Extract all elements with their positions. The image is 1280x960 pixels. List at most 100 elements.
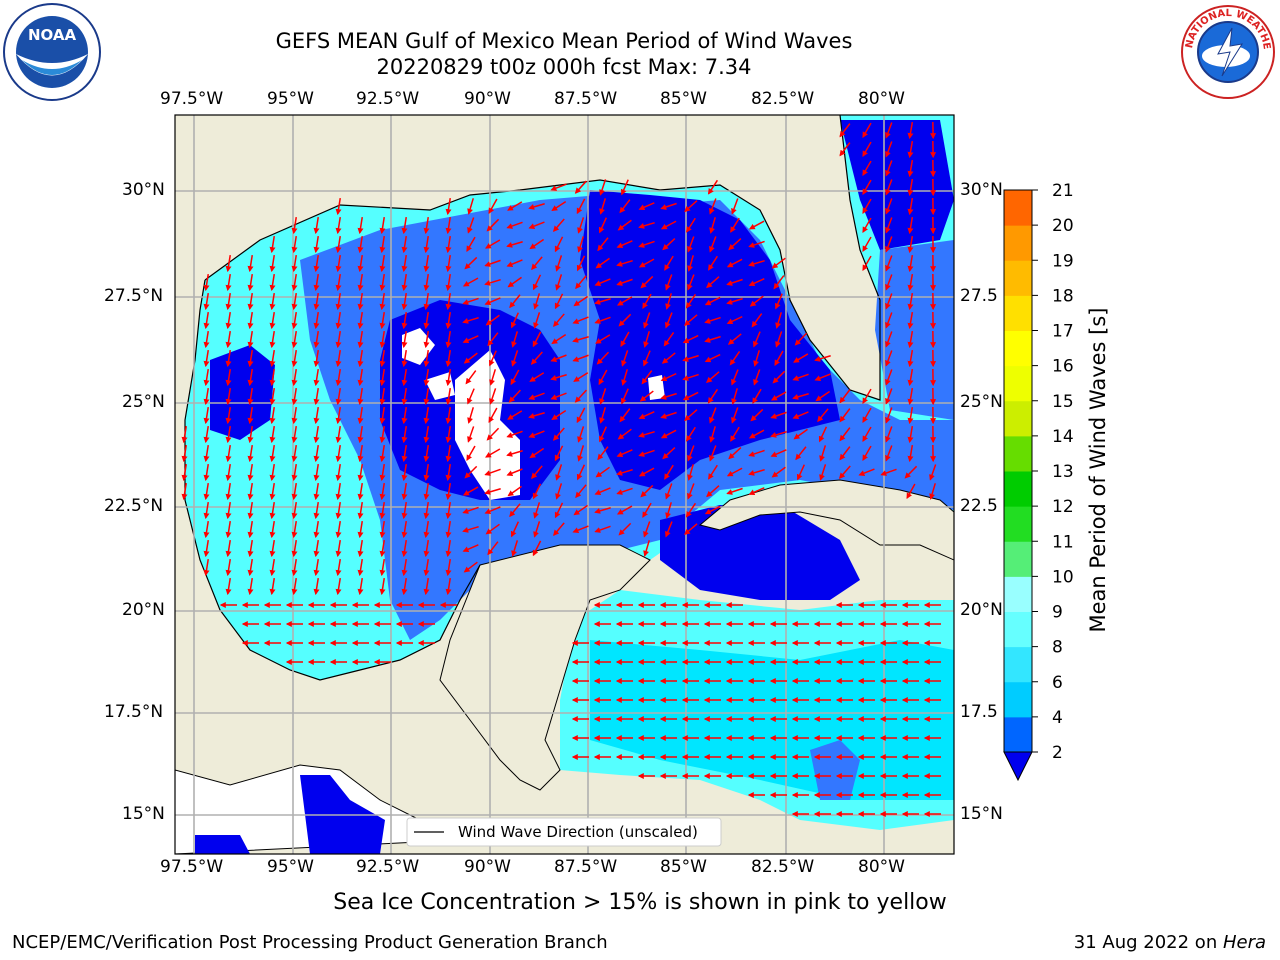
wind-arrow <box>643 540 650 557</box>
wind-arrow <box>487 332 499 347</box>
wind-arrow <box>704 335 721 343</box>
wind-arrow <box>638 221 655 229</box>
wind-arrow <box>247 482 254 501</box>
wind-arrow <box>379 311 386 330</box>
wind-arrow <box>662 237 676 251</box>
wind-arrow <box>269 387 276 406</box>
wind-arrow <box>506 430 523 438</box>
wind-arrow <box>770 449 787 458</box>
colorbar-tick-label: 11 <box>1052 532 1074 552</box>
lon-tick-bottom: 80°W <box>858 857 905 877</box>
wind-arrow <box>506 450 523 457</box>
wind-arrow <box>599 388 607 405</box>
wind-arrow <box>708 464 718 480</box>
wind-arrow <box>665 483 673 500</box>
wind-wave-arrows <box>181 121 941 817</box>
wind-arrow <box>685 293 697 309</box>
wind-arrow <box>488 407 498 424</box>
wind-arrow <box>907 349 914 368</box>
wind-arrow <box>507 276 522 288</box>
wind-arrow <box>247 463 254 482</box>
wind-arrow <box>929 464 937 481</box>
wind-arrow <box>357 216 364 235</box>
wind-arrow <box>291 387 298 406</box>
wind-arrow <box>577 445 585 462</box>
lon-tick-bottom: 87.5°W <box>554 857 618 877</box>
wind-arrow <box>401 330 408 349</box>
wind-arrow <box>269 577 276 596</box>
wind-arrow <box>885 407 893 424</box>
lat-tick-right: 15°N <box>960 804 1003 824</box>
wind-arrow <box>752 331 761 348</box>
wind-arrow <box>665 293 672 310</box>
colorbar-tick-label: 14 <box>1052 427 1074 447</box>
wind-arrow <box>885 141 893 158</box>
wind-arrow <box>225 501 232 520</box>
colorbar-segment <box>1004 260 1032 296</box>
wind-arrow <box>357 292 364 311</box>
wind-arrow <box>511 331 519 348</box>
wind-arrow <box>885 160 893 177</box>
wind-arrow <box>203 387 210 406</box>
wind-arrow <box>594 525 611 533</box>
wind-arrow <box>684 200 698 213</box>
wind-arrow <box>687 255 694 272</box>
wind-arrow <box>839 142 851 157</box>
lon-tick-top: 92.5°W <box>356 89 420 109</box>
wind-arrow <box>247 539 254 558</box>
wind-arrow <box>225 254 232 273</box>
lat-tick-left: 15°N <box>122 804 165 824</box>
wind-arrow <box>727 333 742 345</box>
wind-arrow <box>313 425 320 444</box>
wind-arrow <box>269 235 276 254</box>
wind-arrow <box>247 520 254 539</box>
wind-arrow <box>794 332 808 346</box>
wind-arrow <box>445 520 452 539</box>
wind-arrow <box>574 180 587 194</box>
wind-arrow <box>818 426 828 443</box>
colorbar-tick-label: 9 <box>1052 603 1063 623</box>
wind-arrow <box>291 444 298 463</box>
wind-arrow <box>488 350 497 367</box>
wind-arrow <box>247 577 254 596</box>
wind-arrow <box>401 558 408 577</box>
wind-arrow <box>484 297 501 306</box>
wind-arrow <box>638 467 655 477</box>
wind-arrow <box>709 445 717 462</box>
wind-arrow <box>665 312 673 329</box>
wind-arrow <box>554 236 564 253</box>
wind-arrow <box>687 445 695 462</box>
wind-arrow <box>862 255 872 271</box>
wind-arrow <box>269 349 276 368</box>
wind-arrow <box>269 368 276 387</box>
wind-arrow <box>379 292 386 311</box>
wind-arrow <box>269 444 276 463</box>
wind-arrow <box>225 368 232 387</box>
colorbar-segment <box>1004 576 1032 612</box>
wind-arrow <box>291 463 298 482</box>
wind-arrow <box>642 502 652 518</box>
wind-arrow <box>423 216 430 235</box>
wind-arrow <box>597 446 609 461</box>
lon-tick-top: 90°W <box>464 89 511 109</box>
wind-arrow <box>862 198 872 214</box>
wind-arrow <box>313 558 320 577</box>
wind-arrow <box>445 577 452 596</box>
wind-arrow <box>423 292 430 311</box>
wind-arrow <box>335 577 342 596</box>
wind-arrow <box>682 373 699 381</box>
wind-arrow <box>247 254 254 273</box>
wind-arrow <box>269 330 276 349</box>
wind-arrow <box>683 314 698 326</box>
wind-arrow <box>291 273 298 292</box>
wind-arrow <box>862 445 872 461</box>
colorbar-tick-label: 4 <box>1052 708 1063 728</box>
wind-arrow <box>357 539 364 558</box>
wind-arrow <box>335 368 342 387</box>
wind-arrow <box>551 333 567 345</box>
wind-arrow <box>269 292 276 311</box>
wind-arrow <box>247 558 254 577</box>
wind-arrow <box>907 178 914 197</box>
wind-arrow <box>573 504 589 516</box>
